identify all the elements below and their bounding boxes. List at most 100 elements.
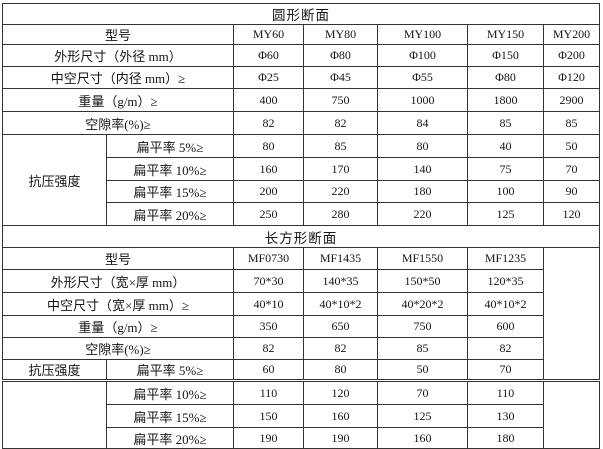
- empty-cell: [543, 247, 600, 380]
- value-cell: 85: [542, 111, 601, 135]
- value-cell: 200: [233, 180, 304, 203]
- table-row: 空隙率(%)≥ 82 82 84 85 85: [2, 111, 601, 135]
- table-row: 重量（g/m）≥ 400 750 1000 1800 2900: [2, 88, 601, 112]
- value-cell: 140*35: [303, 269, 378, 293]
- row-label: 扁平率 10%≥: [106, 157, 234, 181]
- section-title: 长方形断面: [2, 225, 600, 248]
- value-cell: 120*35: [467, 269, 544, 293]
- value-cell: 160: [303, 404, 378, 428]
- table-row: 扁平率 10%≥ 110 120 70 110: [2, 381, 600, 449]
- value-cell: 120: [542, 202, 601, 226]
- table-row: 空隙率(%)≥ 82 82 85 82: [2, 337, 600, 360]
- model-cell: MY100: [377, 24, 468, 45]
- value-cell: 84: [377, 111, 468, 135]
- value-cell: 1800: [467, 88, 544, 112]
- table-row: 扁平率 20%≥ 190 190 160 180: [3, 427, 600, 449]
- row-label: 型号: [2, 247, 234, 270]
- section-title: 圆形断面: [1, 3, 601, 25]
- value-cell: 85: [377, 337, 468, 360]
- model-cell: MF1235: [467, 247, 544, 270]
- value-cell: 150: [233, 404, 304, 428]
- empty-cell: [543, 381, 600, 449]
- value-cell: 75: [467, 157, 544, 181]
- row-label: 扁平率 10%≥: [106, 381, 234, 405]
- row-label: 中空尺寸（宽×厚 mm）≥: [2, 292, 234, 316]
- row-label: 扁平率 15%≥: [106, 180, 234, 203]
- table-row: 外形尺寸（外径 mm） Φ60 Φ80 Φ100 Φ150 Φ200: [2, 44, 601, 67]
- value-cell: 82: [303, 337, 378, 360]
- table-row: 圆形断面: [1, 3, 601, 25]
- value-cell: 350: [233, 315, 304, 338]
- value-cell: 750: [303, 88, 378, 112]
- value-cell: 70: [467, 359, 544, 380]
- row-label: 空隙率(%)≥: [2, 337, 234, 360]
- model-cell: MF1550: [377, 247, 468, 270]
- row-label: 重量（g/m）≥: [2, 315, 234, 338]
- row-label: 重量（g/m）≥: [2, 88, 234, 112]
- value-cell: 125: [377, 404, 468, 428]
- value-cell: Φ120: [542, 66, 601, 89]
- row-label: 型号: [2, 24, 234, 45]
- value-cell: 82: [467, 337, 544, 360]
- row-label: 空隙率(%)≥: [2, 111, 234, 135]
- model-cell: MY150: [467, 24, 544, 45]
- value-cell: 180: [467, 427, 544, 449]
- value-cell: 40*20*2: [377, 292, 468, 316]
- row-label: 中空尺寸（内径 mm）≥: [2, 66, 234, 89]
- model-cell: MY200: [542, 24, 601, 45]
- value-cell: 110: [467, 381, 544, 405]
- model-cell: MY80: [303, 24, 378, 45]
- model-cell: MF0730: [233, 247, 304, 270]
- value-cell: 80: [377, 134, 468, 158]
- value-cell: 90: [542, 180, 601, 203]
- value-cell: 160: [377, 427, 468, 449]
- value-cell: Φ60: [233, 44, 304, 67]
- rect-section-table-bottom: 扁平率 10%≥ 110 120 70 110 扁平率 15%≥ 150 160…: [2, 381, 600, 449]
- value-cell: 120: [303, 381, 378, 405]
- row-label: 外形尺寸（宽×厚 mm）: [2, 269, 234, 293]
- value-cell: 70: [377, 381, 468, 405]
- table-row: 外形尺寸（宽×厚 mm） 70*30 140*35 150*50 120*35: [2, 269, 600, 293]
- value-cell: 85: [303, 134, 378, 158]
- value-cell: 50: [377, 359, 468, 380]
- table-row: 抗压强度 扁平率 5%≥ 60 80 50 70: [2, 359, 600, 380]
- value-cell: 60: [233, 359, 304, 380]
- value-cell: 70: [542, 157, 601, 181]
- row-label: 扁平率 20%≥: [106, 202, 234, 226]
- table-row: 抗压强度 扁平率 5%≥ 80 85 80 40 50: [2, 134, 601, 226]
- table-row: 扁平率 15%≥ 150 160 125 130: [3, 404, 600, 428]
- value-cell: Φ100: [377, 44, 468, 67]
- value-cell: 650: [303, 315, 378, 338]
- value-cell: Φ80: [303, 44, 378, 67]
- value-cell: 2900: [542, 88, 601, 112]
- table-row: 型号 MY60 MY80 MY100 MY150 MY200: [2, 24, 601, 45]
- model-cell: MY60: [233, 24, 304, 45]
- value-cell: Φ200: [542, 44, 601, 67]
- value-cell: 250: [233, 202, 304, 226]
- table-row: 型号 MF0730 MF1435 MF1550 MF1235: [2, 247, 600, 380]
- value-cell: 85: [467, 111, 544, 135]
- value-cell: 160: [233, 157, 304, 181]
- table-row: 扁平率 10%≥ 160 170 140 75 70: [3, 157, 601, 181]
- value-cell: 150*50: [377, 269, 468, 293]
- value-cell: 750: [377, 315, 468, 338]
- value-cell: Φ45: [303, 66, 378, 89]
- value-cell: 40*10: [233, 292, 304, 316]
- table-row: 重量（g/m）≥ 350 650 750 600: [2, 315, 600, 338]
- value-cell: 40*10*2: [467, 292, 544, 316]
- value-cell: 110: [233, 381, 304, 405]
- row-label: 扁平率 20%≥: [106, 427, 234, 449]
- value-cell: 190: [303, 427, 378, 449]
- strength-label: 抗压强度: [2, 359, 107, 380]
- value-cell: Φ25: [233, 66, 304, 89]
- circular-section-table: 圆形断面 型号 MY60 MY80 MY100 MY150 MY200 外形尺寸…: [1, 3, 601, 226]
- value-cell: 125: [467, 202, 544, 226]
- table-row: 中空尺寸（宽×厚 mm）≥ 40*10 40*10*2 40*20*2 40*1…: [2, 292, 600, 316]
- table-row: 中空尺寸（内径 mm）≥ Φ25 Φ45 Φ55 Φ80 Φ120: [2, 66, 601, 89]
- value-cell: 80: [233, 134, 304, 158]
- value-cell: 50: [542, 134, 601, 158]
- value-cell: Φ55: [377, 66, 468, 89]
- table-row: 长方形断面: [2, 225, 600, 248]
- value-cell: 40: [467, 134, 544, 158]
- value-cell: Φ150: [467, 44, 544, 67]
